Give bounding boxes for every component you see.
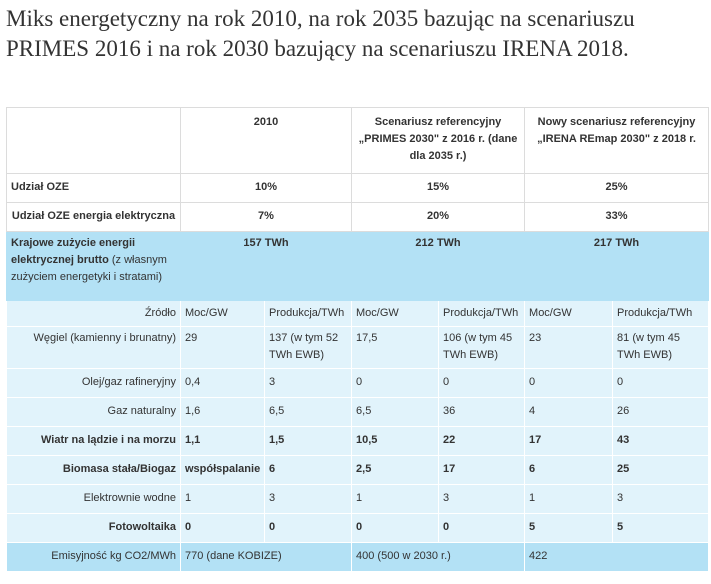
table-row-udzial-oze: Udział OZE 10% 15% 25% xyxy=(6,173,710,203)
cell-2010: 770 (dane KOBIZE) xyxy=(179,542,353,572)
row-label: Emisyjność kg CO2/MWh xyxy=(6,542,181,572)
row-label: Krajowe zużycie energii elektrycznej bru… xyxy=(6,231,181,301)
moc-primes-header: Moc/GW xyxy=(351,300,440,327)
row-label-rest: (z własnym zużyciem energetyki i stratam… xyxy=(11,254,167,283)
cell-prod-irena: 81 (w tym 45 TWh EWB) xyxy=(612,326,710,369)
cell-moc-primes: 2,5 xyxy=(351,455,440,485)
cell-prod-primes: 36 xyxy=(438,397,526,427)
table-row-zuzycie: Krajowe zużycie energii elektrycznej bru… xyxy=(6,231,710,301)
table-row: Olej/gaz rafineryjny 0,4 3 0 0 0 0 xyxy=(6,368,710,398)
table-row-source-header: Źródło Moc/GW Produkcja/TWh Moc/GW Produ… xyxy=(6,300,710,327)
cell-moc-irena: 1 xyxy=(524,484,614,514)
cell-moc-2010: współspalanie xyxy=(180,455,265,485)
cell-moc-irena: 5 xyxy=(524,513,614,543)
cell-moc-irena: 17 xyxy=(524,426,614,456)
cell-irena: 217 TWh xyxy=(524,231,710,301)
cell-primes: 15% xyxy=(351,173,526,203)
prod-primes-header: Produkcja/TWh xyxy=(438,300,526,327)
cell-moc-irena: 23 xyxy=(524,326,614,369)
cell-irena: 33% xyxy=(524,202,710,232)
table-row-udzial-oze-el: Udział OZE energia elektryczna 7% 20% 33… xyxy=(6,202,710,232)
cell-prod-primes: 3 xyxy=(438,484,526,514)
cell-prod-primes: 0 xyxy=(438,368,526,398)
cell-moc-primes: 17,5 xyxy=(351,326,440,369)
cell-moc-primes: 0 xyxy=(351,513,440,543)
cell-prod-2010: 6,5 xyxy=(263,397,353,427)
cell-prod-irena: 26 xyxy=(612,397,710,427)
table-row: Biomasa stała/Biogaz współspalanie 6 2,5… xyxy=(6,455,710,485)
cell-prod-irena: 25 xyxy=(612,455,710,485)
cell-moc-2010: 1 xyxy=(180,484,265,514)
table-row: Elektrownie wodne 1 3 1 3 1 3 xyxy=(6,484,710,514)
cell-primes: 20% xyxy=(351,202,526,232)
row-label-bold: Krajowe zużycie energii elektrycznej bru… xyxy=(11,237,136,266)
cell-moc-2010: 1,1 xyxy=(180,426,265,456)
cell-prod-2010: 6 xyxy=(263,455,353,485)
cell-irena: 422 xyxy=(524,542,710,572)
cell-moc-primes: 0 xyxy=(351,368,440,398)
cell-prod-2010: 3 xyxy=(263,368,353,398)
cell-prod-primes: 17 xyxy=(438,455,526,485)
row-label: Gaz naturalny xyxy=(6,397,181,427)
cell-primes: 400 (500 w 2030 r.) xyxy=(351,542,526,572)
cell-moc-2010: 0,4 xyxy=(180,368,265,398)
cell-moc-irena: 4 xyxy=(524,397,614,427)
cell-moc-primes: 6,5 xyxy=(351,397,440,427)
table-row-emisyjnosc: Emisyjność kg CO2/MWh 770 (dane KOBIZE) … xyxy=(6,542,710,572)
cell-prod-primes: 106 (w tym 45 TWh EWB) xyxy=(438,326,526,369)
cell-moc-primes: 10,5 xyxy=(351,426,440,456)
source-label: Źródło xyxy=(6,300,181,327)
cell-moc-2010: 1,6 xyxy=(180,397,265,427)
prod-irena-header: Produkcja/TWh xyxy=(612,300,710,327)
cell-2010: 7% xyxy=(179,202,353,232)
cell-prod-irena: 43 xyxy=(612,426,710,456)
cell-moc-2010: 29 xyxy=(180,326,265,369)
row-label: Olej/gaz rafineryjny xyxy=(6,368,181,398)
cell-2010: 157 TWh xyxy=(179,231,353,301)
table-row: Węgiel (kamienny i brunatny) 29 137 (w t… xyxy=(6,326,710,369)
cell-primes: 212 TWh xyxy=(351,231,526,301)
cell-prod-irena: 0 xyxy=(612,368,710,398)
cell-prod-irena: 5 xyxy=(612,513,710,543)
article-heading: Miks energetyczny na rok 2010, na rok 20… xyxy=(6,6,635,61)
table-header-row: 2010 Scenariusz referencyjny „PRIMES 203… xyxy=(6,107,710,174)
cell-moc-2010: 0 xyxy=(180,513,265,543)
cell-2010: 10% xyxy=(179,173,353,203)
row-label: Udział OZE xyxy=(6,173,181,203)
row-label: Węgiel (kamienny i brunatny) xyxy=(6,326,181,369)
cell-prod-irena: 3 xyxy=(612,484,710,514)
table-row: Wiatr na lądzie i na morzu 1,1 1,5 10,5 … xyxy=(6,426,710,456)
cell-moc-irena: 6 xyxy=(524,455,614,485)
cell-prod-primes: 22 xyxy=(438,426,526,456)
cell-prod-2010: 3 xyxy=(263,484,353,514)
row-label: Fotowoltaika xyxy=(6,513,181,543)
cell-moc-primes: 1 xyxy=(351,484,440,514)
row-label: Biomasa stała/Biogaz xyxy=(6,455,181,485)
cell-irena: 25% xyxy=(524,173,710,203)
cell-moc-irena: 0 xyxy=(524,368,614,398)
header-primes: Scenariusz referencyjny „PRIMES 2030" z … xyxy=(351,107,526,174)
row-label: Wiatr na lądzie i na morzu xyxy=(6,426,181,456)
table-row: Fotowoltaika 0 0 0 0 5 5 xyxy=(6,513,710,543)
row-label: Udział OZE energia elektryczna xyxy=(6,202,181,232)
row-label: Elektrownie wodne xyxy=(6,484,181,514)
prod-2010-header: Produkcja/TWh xyxy=(263,300,353,327)
moc-irena-header: Moc/GW xyxy=(524,300,614,327)
cell-prod-2010: 0 xyxy=(263,513,353,543)
header-2010: 2010 xyxy=(179,107,353,174)
header-irena: Nowy scenariusz referencyjny „IRENA REma… xyxy=(524,107,710,174)
moc-2010-header: Moc/GW xyxy=(180,300,265,327)
cell-prod-2010: 1,5 xyxy=(263,426,353,456)
cell-prod-2010: 137 (w tym 52 TWh EWB) xyxy=(263,326,353,369)
cell-prod-primes: 0 xyxy=(438,513,526,543)
header-empty-cell xyxy=(6,107,181,174)
table-row: Gaz naturalny 1,6 6,5 6,5 36 4 26 xyxy=(6,397,710,427)
energy-mix-table: 2010 Scenariusz referencyjny „PRIMES 203… xyxy=(6,107,710,572)
